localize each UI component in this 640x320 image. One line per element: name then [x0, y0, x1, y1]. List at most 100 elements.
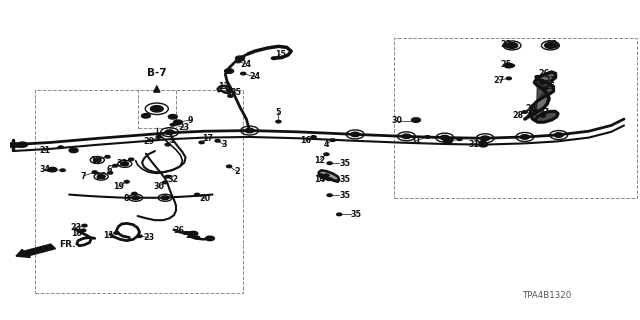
Circle shape: [520, 135, 529, 139]
Circle shape: [168, 115, 177, 119]
Circle shape: [337, 213, 342, 216]
Circle shape: [225, 69, 234, 73]
Circle shape: [327, 162, 332, 164]
Circle shape: [245, 128, 254, 133]
Text: 18: 18: [90, 156, 102, 164]
Circle shape: [189, 231, 198, 236]
Circle shape: [547, 45, 552, 48]
Text: 7: 7: [81, 172, 86, 180]
Circle shape: [506, 43, 518, 48]
Circle shape: [327, 194, 332, 196]
Text: 17: 17: [202, 134, 214, 143]
Circle shape: [545, 43, 556, 48]
Text: 20: 20: [199, 194, 211, 203]
Text: 34: 34: [39, 165, 51, 174]
Circle shape: [165, 130, 174, 134]
Circle shape: [554, 133, 563, 137]
Circle shape: [150, 106, 163, 112]
Text: 35: 35: [351, 210, 362, 219]
Bar: [35, 90, 243, 293]
Text: 22: 22: [500, 40, 511, 49]
Circle shape: [534, 110, 539, 113]
Circle shape: [195, 236, 200, 239]
Text: 33: 33: [116, 159, 127, 168]
Circle shape: [215, 140, 220, 142]
Circle shape: [17, 142, 28, 147]
Circle shape: [227, 165, 232, 168]
Circle shape: [132, 196, 140, 200]
Circle shape: [205, 236, 214, 241]
Text: 11: 11: [103, 231, 115, 240]
Text: 27: 27: [538, 108, 550, 116]
Circle shape: [330, 139, 335, 141]
Circle shape: [440, 135, 449, 140]
Circle shape: [481, 140, 486, 143]
Text: 16: 16: [95, 172, 107, 181]
Text: 13: 13: [218, 82, 230, 91]
Text: 28: 28: [513, 111, 524, 120]
Circle shape: [114, 232, 119, 234]
Text: 8: 8: [124, 194, 129, 203]
Circle shape: [108, 172, 113, 174]
Circle shape: [504, 63, 513, 68]
Circle shape: [124, 180, 129, 183]
Text: 15: 15: [275, 50, 286, 59]
Circle shape: [311, 136, 316, 138]
FancyArrow shape: [16, 244, 56, 257]
Circle shape: [137, 235, 142, 237]
Text: 32: 32: [167, 175, 179, 184]
Circle shape: [402, 134, 411, 139]
Circle shape: [509, 64, 515, 67]
Bar: [394, 38, 637, 198]
Circle shape: [479, 142, 488, 147]
Circle shape: [170, 124, 175, 126]
Circle shape: [444, 139, 452, 143]
Circle shape: [165, 175, 170, 178]
Circle shape: [163, 181, 168, 184]
Text: 2: 2: [234, 167, 239, 176]
Circle shape: [227, 89, 232, 92]
Text: 22: 22: [546, 40, 557, 49]
Circle shape: [132, 192, 137, 195]
Circle shape: [183, 232, 188, 234]
Text: TPA4B1320: TPA4B1320: [523, 291, 572, 300]
Circle shape: [425, 136, 430, 138]
Circle shape: [504, 43, 513, 48]
Text: 25: 25: [525, 104, 537, 113]
Text: 35: 35: [230, 88, 241, 97]
Circle shape: [121, 162, 129, 166]
Text: 31: 31: [468, 140, 479, 148]
Text: 21: 21: [39, 146, 51, 155]
Text: 29: 29: [143, 137, 154, 146]
Text: 23: 23: [143, 233, 154, 242]
Text: FR.: FR.: [60, 240, 76, 249]
Circle shape: [327, 178, 332, 180]
Circle shape: [351, 132, 360, 137]
Circle shape: [228, 95, 233, 97]
Text: 19: 19: [113, 182, 124, 191]
Circle shape: [549, 43, 558, 48]
Circle shape: [540, 81, 545, 84]
Circle shape: [58, 146, 63, 148]
Circle shape: [141, 114, 150, 118]
Circle shape: [173, 120, 182, 124]
Circle shape: [481, 136, 490, 140]
Circle shape: [324, 174, 329, 177]
Circle shape: [540, 115, 545, 117]
Text: 4: 4: [324, 140, 329, 148]
Circle shape: [97, 175, 105, 179]
Circle shape: [236, 60, 241, 63]
Circle shape: [129, 158, 134, 161]
Text: 9: 9: [188, 116, 193, 124]
Circle shape: [93, 158, 101, 162]
Circle shape: [48, 167, 57, 172]
Text: 16: 16: [300, 136, 312, 145]
Text: 10: 10: [71, 229, 83, 238]
Circle shape: [522, 111, 527, 113]
Text: 30: 30: [153, 182, 164, 191]
Text: 24: 24: [241, 60, 252, 68]
Circle shape: [271, 57, 276, 60]
Circle shape: [92, 171, 97, 173]
Text: 35: 35: [339, 175, 350, 184]
Circle shape: [457, 138, 462, 140]
